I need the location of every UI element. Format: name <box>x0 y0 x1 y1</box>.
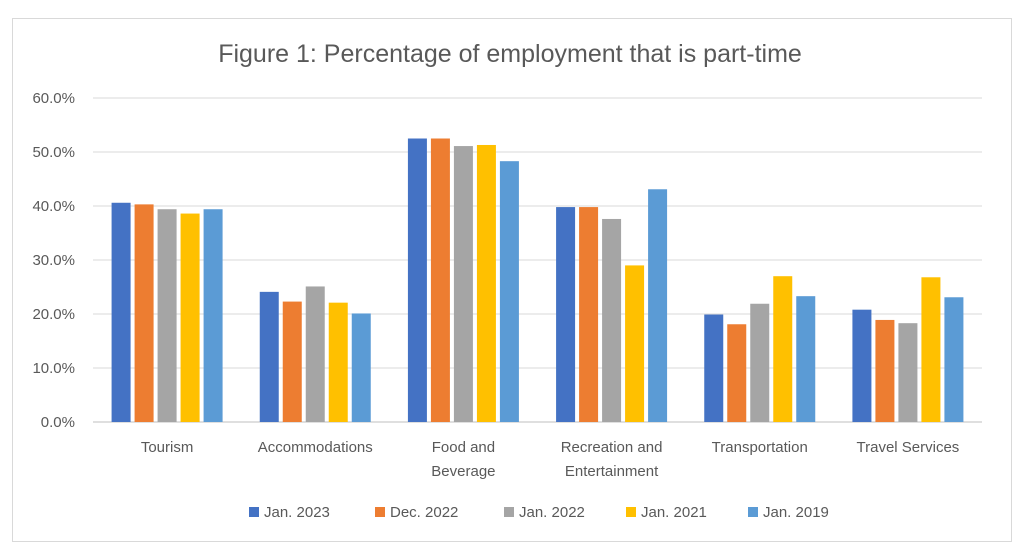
y-tick-label: 10.0% <box>32 360 75 377</box>
bar <box>944 297 964 422</box>
bar <box>499 161 519 422</box>
bar <box>648 189 668 422</box>
y-tick-label: 60.0% <box>32 90 75 107</box>
bar <box>157 209 177 422</box>
chart-title: Figure 1: Percentage of employment that … <box>218 40 802 68</box>
bar <box>602 218 622 422</box>
x-tick-label: Tourism <box>141 439 194 456</box>
bar <box>727 324 747 422</box>
legend-swatch <box>375 507 385 517</box>
legend-swatch <box>626 507 636 517</box>
bar <box>476 144 496 423</box>
bar <box>704 314 724 422</box>
bar <box>921 277 941 422</box>
legend-swatch <box>504 507 514 517</box>
x-tick-label: Beverage <box>431 463 495 480</box>
x-tick-label: Transportation <box>712 439 808 456</box>
bar <box>453 146 473 422</box>
legend-label: Jan. 2021 <box>641 504 707 521</box>
legend-label: Jan. 2023 <box>264 504 330 521</box>
bar <box>773 276 793 422</box>
bar <box>625 265 645 422</box>
y-tick-label: 50.0% <box>32 144 75 161</box>
bar <box>111 202 131 422</box>
bar <box>305 286 325 422</box>
bar <box>875 319 895 422</box>
bar <box>259 291 279 422</box>
y-tick-label: 20.0% <box>32 306 75 323</box>
x-tick-label: Food and <box>432 439 495 456</box>
bar <box>407 138 427 422</box>
bar <box>203 209 223 422</box>
bar <box>556 207 576 422</box>
legend-label: Dec. 2022 <box>390 504 458 521</box>
legend: Jan. 2023 Dec. 2022 Jan. 2022 Jan. 2021 Jan.… <box>249 504 829 521</box>
bar <box>579 207 599 422</box>
bar <box>328 302 348 422</box>
bar <box>134 204 154 422</box>
x-tick-label: Recreation and <box>561 439 663 456</box>
bar <box>898 323 918 422</box>
bar <box>180 213 200 422</box>
x-tick-label: Accommodations <box>258 439 373 456</box>
bar <box>351 313 371 422</box>
y-axis-ticks: 0.0% 10.0% 20.0% 30.0% 40.0% 50.0% 60.0% <box>32 90 75 431</box>
x-axis-labels: Tourism Accommodations Food and Beverage Rec… <box>141 439 959 480</box>
bar <box>430 138 450 422</box>
legend-swatch <box>249 507 259 517</box>
legend-label: Jan. 2022 <box>519 504 585 521</box>
bar <box>750 303 770 422</box>
x-tick-label: Travel Services <box>857 439 960 456</box>
y-tick-label: 30.0% <box>32 252 75 269</box>
x-tick-label: Entertainment <box>565 463 659 480</box>
y-tick-label: 40.0% <box>32 198 75 215</box>
gridlines <box>93 97 982 423</box>
bar <box>282 301 302 422</box>
bar <box>852 309 872 422</box>
legend-label: Jan. 2019 <box>763 504 829 521</box>
legend-swatch <box>748 507 758 517</box>
bar <box>796 296 816 422</box>
bars <box>111 138 964 423</box>
y-tick-label: 0.0% <box>41 414 75 431</box>
